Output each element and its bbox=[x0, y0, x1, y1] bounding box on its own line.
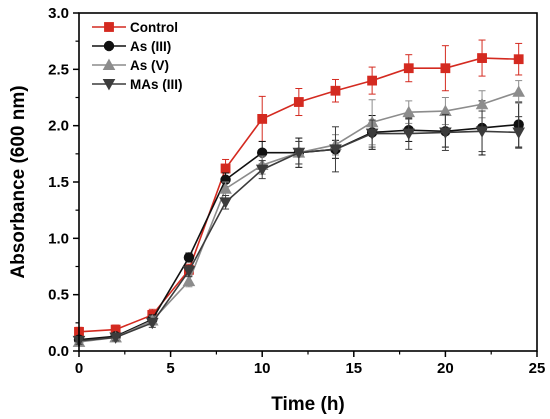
data-point bbox=[257, 114, 268, 124]
y-tick-label: 1.5 bbox=[48, 174, 69, 191]
data-point bbox=[219, 182, 232, 194]
data-point bbox=[109, 332, 122, 344]
plot-area bbox=[72, 39, 525, 348]
legend-label: MAs (III) bbox=[130, 77, 183, 92]
data-point bbox=[475, 126, 489, 138]
series-mas-iii bbox=[72, 110, 525, 348]
data-point bbox=[402, 105, 416, 118]
data-point bbox=[512, 127, 525, 139]
y-tick-label: 2.0 bbox=[48, 118, 69, 135]
y-axis-ticks: 0.0 0.5 1.0 1.5 2.0 2.5 3.0 bbox=[48, 5, 79, 360]
data-point bbox=[293, 97, 304, 107]
data-point bbox=[439, 127, 452, 139]
legend-marker bbox=[104, 22, 114, 32]
data-point bbox=[512, 85, 525, 97]
data-point bbox=[329, 144, 342, 156]
data-point bbox=[182, 266, 196, 278]
y-tick-label: 3.0 bbox=[48, 5, 69, 22]
legend-marker bbox=[102, 58, 116, 70]
data-point bbox=[182, 274, 196, 287]
legend-marker bbox=[102, 79, 116, 91]
data-point bbox=[475, 97, 489, 110]
y-tick-label: 0.5 bbox=[48, 287, 69, 304]
data-point bbox=[219, 197, 232, 209]
x-tick-label: 0 bbox=[75, 360, 83, 377]
y-axis-label: Absorbance (600 nm) bbox=[8, 85, 29, 278]
data-point bbox=[292, 147, 306, 160]
series-as-v bbox=[72, 80, 525, 347]
x-tick-label: 25 bbox=[529, 360, 546, 377]
series-as-iii bbox=[73, 100, 524, 345]
legend-marker bbox=[103, 40, 115, 52]
data-point bbox=[365, 128, 379, 140]
x-axis-ticks: 0 5 10 15 20 25 bbox=[75, 351, 546, 377]
x-tick-label: 20 bbox=[437, 360, 454, 377]
legend: Control As (III) As (V) MAs (III) bbox=[92, 20, 183, 92]
legend-label: As (V) bbox=[130, 58, 169, 73]
x-axis-label: Time (h) bbox=[271, 394, 345, 415]
y-tick-label: 1.0 bbox=[48, 230, 69, 247]
data-point bbox=[220, 163, 231, 174]
data-point bbox=[145, 317, 159, 330]
data-point bbox=[440, 63, 451, 74]
data-point bbox=[477, 53, 487, 63]
data-point bbox=[513, 54, 524, 65]
data-point bbox=[367, 75, 378, 86]
legend-label: As (III) bbox=[130, 39, 171, 54]
legend-item: Control bbox=[92, 20, 178, 35]
x-tick-label: 10 bbox=[254, 360, 271, 377]
data-point bbox=[330, 85, 341, 96]
legend-item: As (V) bbox=[92, 58, 169, 73]
legend-item: MAs (III) bbox=[92, 77, 183, 92]
x-tick-label: 5 bbox=[166, 360, 174, 377]
series-line bbox=[78, 91, 519, 343]
x-tick-label: 15 bbox=[345, 360, 362, 377]
y-tick-label: 2.5 bbox=[48, 61, 69, 78]
y-tick-label: 0.0 bbox=[48, 343, 69, 360]
data-point bbox=[403, 63, 414, 74]
data-point bbox=[402, 128, 416, 140]
data-point bbox=[255, 164, 269, 177]
legend-item: As (III) bbox=[92, 39, 171, 54]
data-point bbox=[183, 252, 195, 263]
legend-label: Control bbox=[130, 20, 178, 35]
